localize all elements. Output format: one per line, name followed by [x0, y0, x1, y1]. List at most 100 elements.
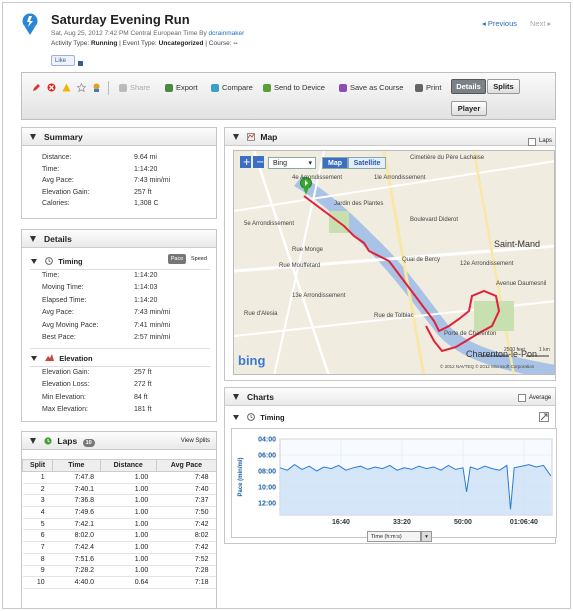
chevron-down-icon[interactable]: ▾: [421, 531, 432, 542]
pace-chart[interactable]: 04:00 06:00 08:00 10:00 12:00 16:40 33:20 50:00…: [231, 428, 557, 538]
table-row[interactable]: 10 4:40.0 0.64 7:18: [22, 576, 216, 589]
stat-value: 1:14:20: [134, 165, 158, 173]
course-value: --: [233, 40, 238, 47]
view-splits-link[interactable]: View Splits: [180, 438, 210, 444]
pace-chart-svg[interactable]: 04:00 06:00 08:00 10:00 12:00 16:40 33:20 50:00…: [232, 429, 558, 539]
map-place-label: Rue Mouffetard: [279, 263, 321, 269]
favorite-star-icon[interactable]: [77, 83, 86, 92]
map-title: Map: [260, 132, 278, 142]
table-row[interactable]: 5 7:42.1 1.00 7:42: [22, 518, 216, 531]
zoom-in-icon[interactable]: [240, 156, 251, 168]
laps-column-header[interactable]: Split: [22, 459, 54, 472]
event-type-value[interactable]: Uncategorized: [158, 40, 204, 47]
table-cell: 7:42.4: [52, 541, 101, 554]
stat-label: Moving Time:: [42, 284, 84, 292]
map-header[interactable]: Map: [225, 128, 555, 146]
table-row[interactable]: 7 7:42.4 1.00 7:42: [22, 541, 216, 554]
stat-value: 1,308 C: [134, 200, 159, 207]
road: [252, 151, 330, 374]
collapse-triangle-icon: [31, 356, 37, 361]
map-canvas[interactable]: + −: [234, 151, 555, 375]
send-to-device-button[interactable]: Send to Device: [263, 83, 325, 92]
compare-button[interactable]: Compare: [211, 83, 253, 92]
x-axis-select-label: Time (h:m:s): [371, 534, 402, 540]
x-tick-label: 50:00: [454, 519, 472, 526]
table-cell: 7:28.2: [52, 565, 101, 578]
map-place-label: Rue de Tolbiac: [374, 313, 414, 319]
map-place-label: Porte de Charenton: [444, 331, 497, 337]
table-cell: 1.00: [100, 565, 157, 578]
divider: [30, 366, 210, 367]
laps-column-header[interactable]: Distance: [99, 459, 157, 472]
details-header[interactable]: Details: [22, 230, 216, 248]
table-row[interactable]: 3 7:36.8 1.00 7:37: [22, 494, 216, 508]
zoom-out-icon[interactable]: [253, 156, 264, 168]
average-checkbox[interactable]: [518, 394, 526, 402]
export-button[interactable]: Export: [165, 83, 198, 92]
table-cell: 1.00: [100, 506, 157, 519]
chevron-down-icon: ▾: [308, 160, 312, 167]
splits-tab[interactable]: Splits: [487, 79, 520, 94]
start-pin-icon[interactable]: [300, 177, 312, 196]
table-cell: 1: [22, 471, 53, 484]
table-row[interactable]: 8 7:51.6 1.00 7:52: [22, 553, 216, 566]
charts-panel: Charts Average Timing 04:00 06:00 08:00 10:…: [224, 387, 557, 544]
edit-icon[interactable]: [32, 83, 41, 92]
summary-panel: Summary Distance: 9.64 mi Time: 1:14:20 Avg …: [21, 127, 217, 219]
map-place-label: Rue Monge: [292, 247, 324, 253]
badge-icon[interactable]: [92, 83, 101, 92]
map-mode-button[interactable]: Map: [322, 157, 348, 169]
details-tab[interactable]: Details: [451, 79, 486, 94]
author-link[interactable]: dcrainmaker: [208, 30, 245, 37]
map-provider-select[interactable]: Bing ▾: [268, 157, 316, 169]
stat-value: 1:14:03: [134, 284, 158, 292]
next-link[interactable]: Next ▸: [530, 19, 552, 28]
stat-value: 84 ft: [134, 393, 148, 401]
route-map[interactable]: + − Bing ▾ Map Satellite 4e Arrondissemen…: [233, 150, 555, 375]
table-cell: 7:40.1: [52, 483, 101, 496]
save-as-course-button[interactable]: Save as Course: [339, 83, 403, 92]
stat-value: 257 ft: [134, 369, 152, 376]
speed-toggle[interactable]: Speed: [191, 256, 207, 262]
print-button[interactable]: Print: [415, 83, 441, 92]
x-axis-select[interactable]: Time (h:m:s) ▾: [367, 531, 432, 542]
table-cell: 8: [22, 553, 53, 566]
timing-subheader[interactable]: Timing: [31, 257, 83, 266]
share-button[interactable]: Share: [119, 83, 150, 92]
player-tab[interactable]: Player: [451, 101, 487, 116]
warning-icon[interactable]: [62, 83, 71, 92]
laps-checkbox[interactable]: [528, 138, 536, 146]
laps-column-header[interactable]: Avg Pace: [155, 459, 216, 472]
laps-column-header[interactable]: Time: [52, 459, 101, 472]
export-icon: [165, 83, 173, 92]
compare-icon: [211, 83, 219, 92]
x-tick-label: 01:06:40: [510, 519, 538, 526]
activity-type-value[interactable]: Running: [90, 40, 118, 47]
summary-header[interactable]: Summary: [22, 128, 216, 146]
satellite-mode-button[interactable]: Satellite: [348, 157, 386, 169]
delete-icon[interactable]: [47, 83, 56, 92]
expand-chart-icon[interactable]: [539, 412, 549, 422]
table-row[interactable]: 6 8:02.0 1.00 8:02: [22, 529, 216, 543]
stat-label: Min Elevation:: [42, 393, 86, 401]
stat-value: 181 ft: [134, 406, 152, 414]
route-track: [303, 195, 501, 353]
laps-clock-icon: [44, 437, 52, 445]
laps-count-badge: 10: [82, 439, 95, 447]
table-row[interactable]: 9 7:28.2 1.00 7:28: [22, 565, 216, 578]
laps-header[interactable]: Laps 10 View Splits: [22, 432, 216, 450]
table-row[interactable]: 1 7:47.8 1.00 7:48: [22, 471, 216, 484]
road: [472, 151, 515, 374]
table-row[interactable]: 4 7:49.6 1.00 7:50: [22, 506, 216, 519]
svg-text:−: −: [256, 157, 264, 168]
facebook-like-button[interactable]: Like: [51, 55, 75, 66]
timing-chart-subheader[interactable]: Timing: [233, 413, 285, 422]
charts-header[interactable]: Charts: [225, 388, 555, 406]
river-seine: [294, 176, 554, 374]
previous-link[interactable]: ◂ Previous: [482, 19, 518, 28]
collapse-triangle-icon: [30, 134, 36, 140]
elevation-subheader[interactable]: Elevation: [31, 354, 93, 363]
table-row[interactable]: 2 7:40.1 1.00 7:40: [22, 483, 216, 496]
table-cell: 9: [22, 565, 53, 578]
pace-toggle[interactable]: Pace: [168, 254, 186, 264]
